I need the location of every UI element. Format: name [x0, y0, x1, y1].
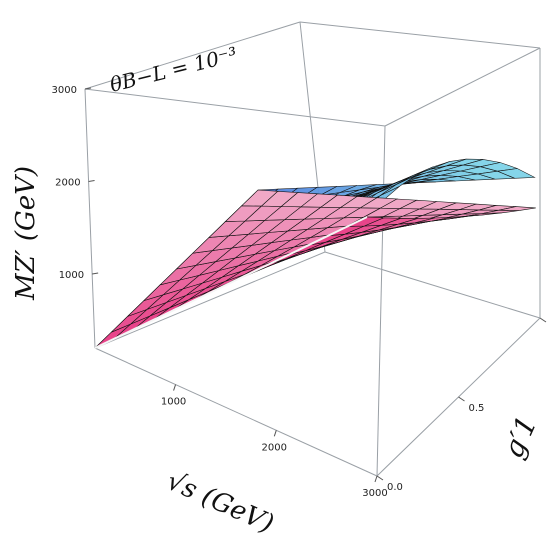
z-tick-label: 3000 — [52, 85, 77, 96]
surface-mesh — [94, 216, 368, 349]
z-tick-label: 1000 — [59, 270, 84, 281]
z-tick-mark — [92, 272, 99, 275]
y-axis-ticks: 0.00.51.0 — [376, 317, 547, 493]
x-axis-ticks: 1000 2000 3000 — [161, 384, 388, 499]
x-tick-label: 3000 — [362, 488, 387, 499]
z-tick-label: 2000 — [55, 178, 80, 189]
x-tick-label: 2000 — [262, 442, 287, 453]
theta-annotation: θB−L = 10⁻³ — [107, 42, 239, 97]
z-tick-mark — [88, 180, 95, 182]
y-tick-label: 0.5 — [469, 403, 485, 414]
z-tick-mark — [84, 87, 92, 90]
z-axis-ticks: 1000 2000 3000 — [52, 85, 99, 281]
x-tick-mark — [173, 384, 177, 391]
x-axis-title: √s (GeV) — [162, 466, 278, 536]
surface-lower-sheet — [94, 189, 536, 349]
x-tick-mark — [374, 475, 378, 483]
y-tick-mark — [376, 475, 384, 481]
surface-seam — [94, 216, 368, 349]
y-tick-mark — [458, 396, 465, 402]
x-tick-label: 1000 — [161, 397, 186, 408]
x-tick-mark — [273, 430, 277, 437]
z-axis-title: MZ′ (GeV) — [11, 166, 41, 301]
surface-cell — [496, 168, 536, 179]
surface-cell — [499, 206, 536, 211]
y-axis-title: g′1 — [496, 411, 543, 463]
y-tick-mark — [539, 317, 547, 323]
y-tick-label: 0.0 — [387, 482, 403, 493]
surface-upper-sheet — [94, 158, 536, 349]
